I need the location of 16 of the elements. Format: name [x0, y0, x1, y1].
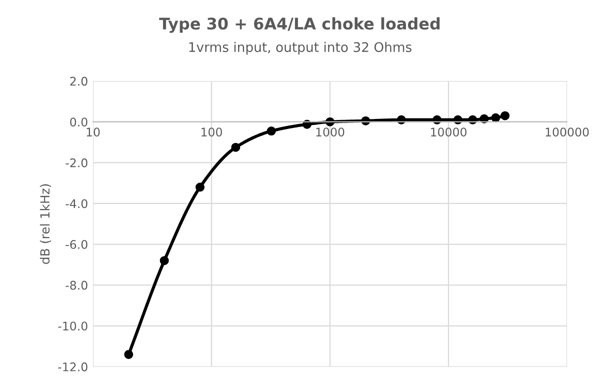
x-tick-label: 10: [86, 128, 100, 137]
y-tick-label: -10.0: [58, 322, 88, 331]
x-tick-label: 100: [202, 128, 222, 137]
y-axis-title: dB (rel 1kHz): [40, 184, 52, 264]
x-tick-label: 10000: [431, 128, 466, 137]
x-tick-label: 1000: [316, 128, 344, 137]
chart-title: Type 30 + 6A4/LA choke loaded: [159, 17, 440, 33]
y-tick-label: -2.0: [66, 158, 88, 168]
y-tick-label: -6.0: [66, 240, 88, 249]
y-tick-label: -4.0: [66, 199, 88, 208]
y-tick-label: -8.0: [66, 280, 88, 290]
y-tick-label: 0.0: [70, 118, 88, 127]
y-tick-label: -12.0: [58, 362, 88, 372]
x-tick-label: 100000: [546, 128, 589, 137]
y-tick-label: 2.0: [70, 76, 88, 86]
chart-subtitle: 1vrms input, output into 32 Ohms: [189, 42, 412, 55]
